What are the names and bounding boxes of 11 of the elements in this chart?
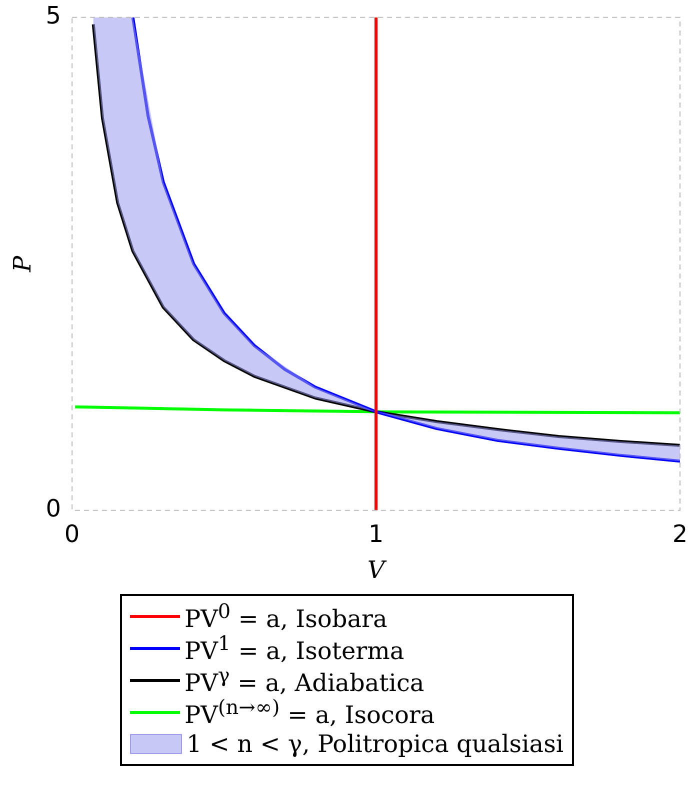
- y-axis-title: P: [8, 254, 37, 273]
- x-axis-title: V: [367, 556, 388, 584]
- x-tick-label: 2: [672, 520, 688, 548]
- y-tick-label: 5: [46, 2, 62, 30]
- legend-label: PV$^{(n→∞)}$ = a, Isocora: [184, 695, 435, 729]
- legend-label: PV$^{γ}$ = a, Adiabatica: [184, 663, 424, 697]
- legend-label: PV$^{1}$ = a, Isoterma: [184, 631, 404, 665]
- legend-label: PV$^{0}$ = a, Isobara: [184, 599, 388, 633]
- legend-label: 1 < n < γ, Politropica qualsiasi: [186, 730, 564, 758]
- x-tick-label: 1: [368, 520, 384, 548]
- x-tick-label: 0: [64, 520, 80, 548]
